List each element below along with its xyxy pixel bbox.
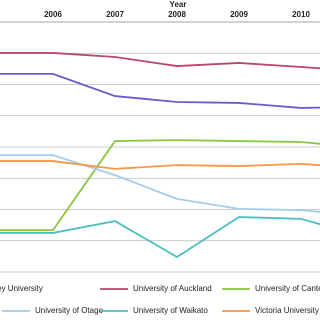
series-line: [0, 154, 320, 213]
x-tick-label: 2007: [106, 10, 124, 19]
x-tick-label: 2006: [44, 10, 62, 19]
legend-label: University of Canterbury: [255, 284, 320, 293]
legend-label: Massey University: [0, 284, 43, 293]
legend-label: Victoria University of Wellington: [255, 306, 320, 315]
series-line: [0, 216, 320, 259]
series-line: [0, 160, 320, 170]
series-line: [0, 72, 320, 109]
x-tick-label: 2010: [292, 10, 310, 19]
series-line: [0, 52, 320, 70]
x-axis-title: Year: [170, 0, 187, 9]
legend-label: University of Waikato: [133, 306, 208, 315]
legend-label: University of Otago: [35, 306, 104, 315]
series-line: [0, 139, 320, 232]
x-tick-label: 2009: [230, 10, 248, 19]
x-tick-label: 2008: [168, 10, 186, 19]
legend-label: University of Auckland: [133, 284, 212, 293]
